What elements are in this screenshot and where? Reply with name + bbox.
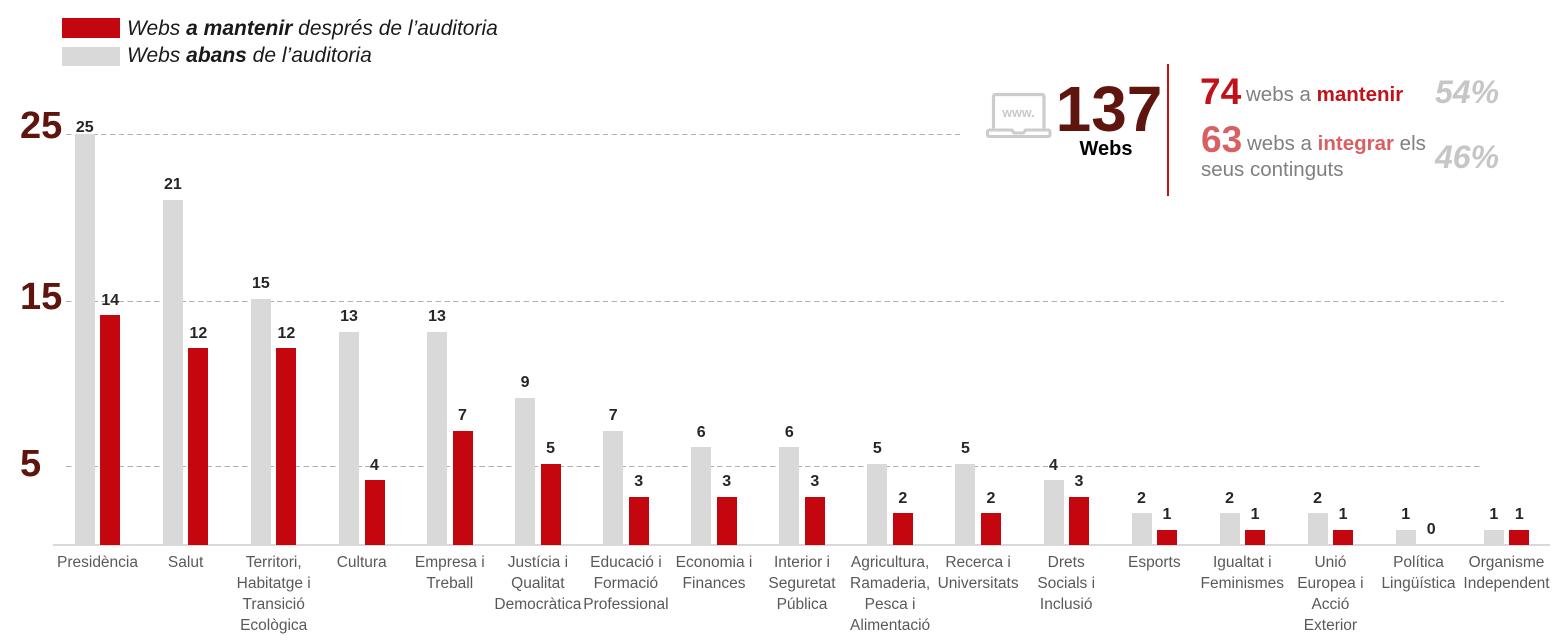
svg-text:www.: www.: [1001, 106, 1034, 120]
